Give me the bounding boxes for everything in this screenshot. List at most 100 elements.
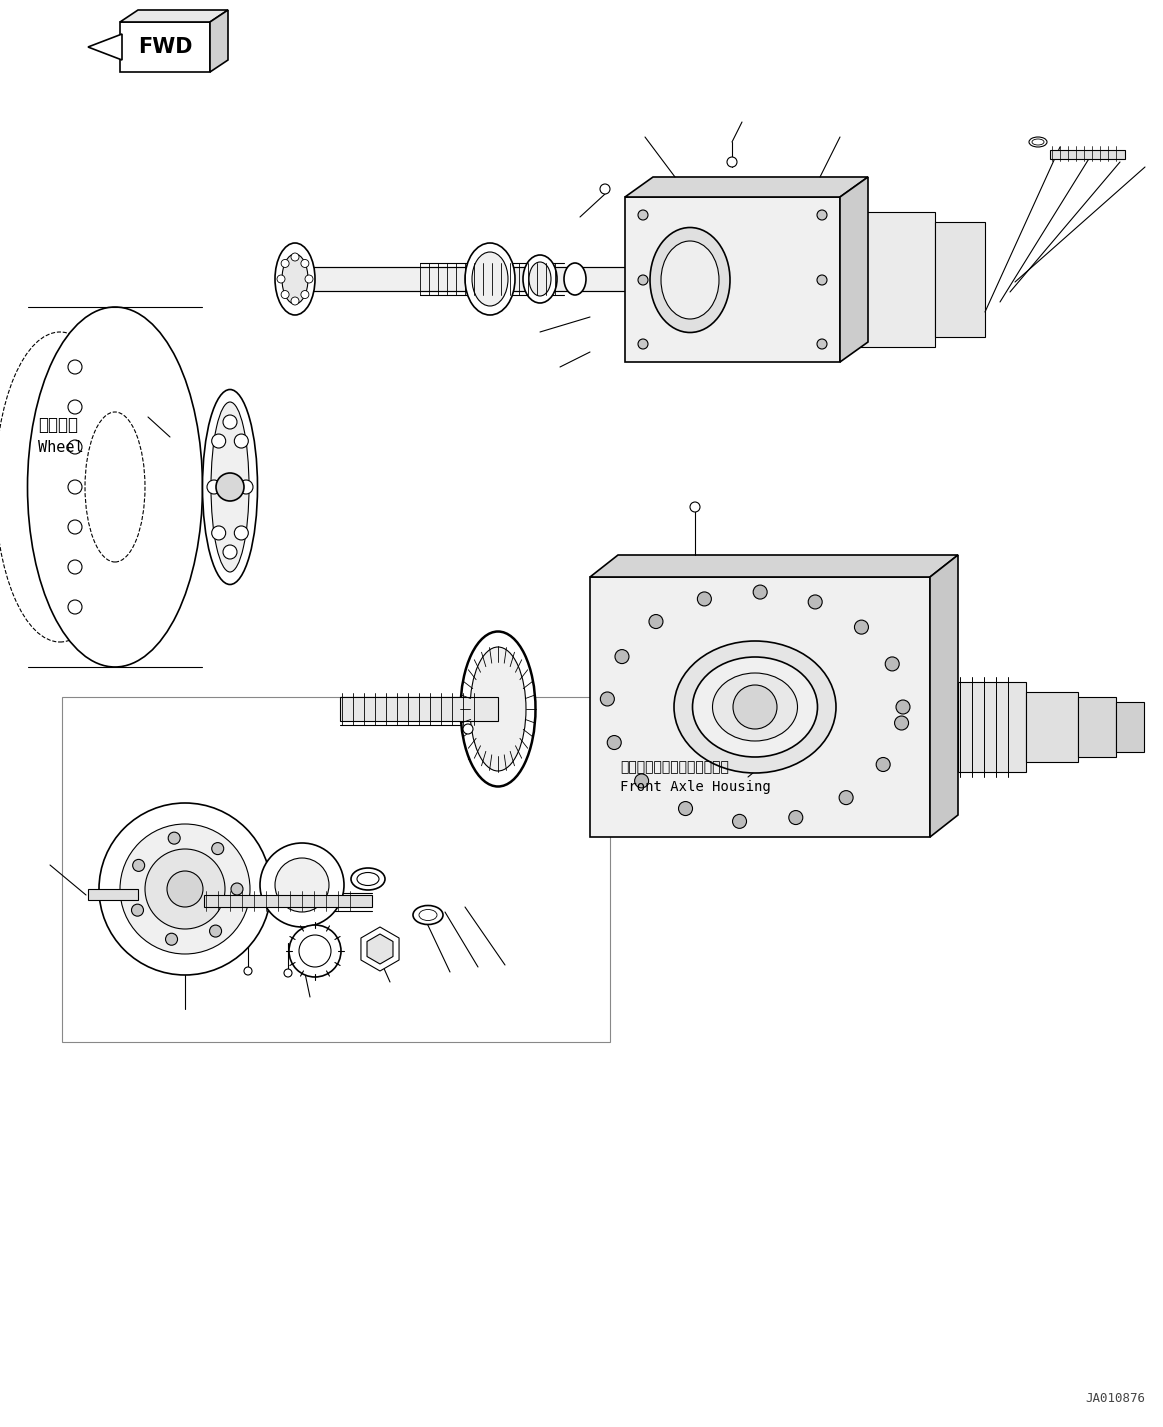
Text: ホイール: ホイール (38, 417, 78, 434)
Bar (1050, 150, 1125, 158)
Circle shape (305, 275, 313, 283)
Circle shape (291, 253, 299, 261)
Ellipse shape (472, 253, 508, 305)
Polygon shape (120, 10, 228, 21)
Bar (340, 696, 498, 721)
Polygon shape (930, 555, 958, 838)
Circle shape (600, 692, 614, 706)
Circle shape (754, 585, 768, 599)
Circle shape (301, 291, 309, 298)
Ellipse shape (564, 263, 586, 295)
Circle shape (212, 527, 226, 539)
Polygon shape (590, 555, 958, 577)
Ellipse shape (692, 656, 818, 756)
Circle shape (600, 184, 611, 194)
Circle shape (131, 905, 143, 916)
Circle shape (885, 656, 899, 671)
Polygon shape (625, 177, 868, 197)
Ellipse shape (675, 641, 836, 773)
Polygon shape (840, 177, 868, 362)
Circle shape (638, 275, 648, 285)
Circle shape (638, 210, 648, 220)
Ellipse shape (202, 390, 257, 585)
Circle shape (212, 434, 226, 448)
Bar (935, 223, 985, 337)
Polygon shape (88, 34, 122, 60)
Circle shape (240, 479, 254, 494)
Polygon shape (625, 197, 840, 362)
Circle shape (615, 649, 629, 664)
Circle shape (281, 291, 290, 298)
Circle shape (145, 849, 224, 929)
Circle shape (301, 260, 309, 267)
Ellipse shape (713, 674, 798, 741)
Circle shape (167, 870, 204, 908)
Circle shape (244, 968, 252, 975)
Circle shape (165, 933, 178, 945)
Bar (1078, 696, 1116, 756)
Ellipse shape (211, 402, 249, 572)
Circle shape (234, 527, 249, 539)
Circle shape (281, 260, 290, 267)
Text: Front Axle Housing: Front Axle Housing (620, 781, 771, 793)
Bar (958, 682, 1026, 772)
Circle shape (234, 434, 249, 448)
Circle shape (261, 843, 344, 928)
Circle shape (649, 615, 663, 628)
Ellipse shape (351, 868, 385, 890)
Ellipse shape (461, 632, 535, 786)
Ellipse shape (661, 241, 719, 320)
Circle shape (169, 832, 180, 845)
Circle shape (816, 275, 827, 285)
Ellipse shape (650, 227, 730, 332)
Bar (62, 696, 611, 1042)
Circle shape (635, 773, 649, 788)
Circle shape (223, 415, 237, 430)
Bar (1116, 702, 1144, 752)
Ellipse shape (529, 263, 551, 295)
Text: FWD: FWD (137, 37, 192, 57)
Circle shape (209, 925, 222, 938)
Circle shape (789, 811, 802, 825)
Circle shape (207, 479, 221, 494)
Circle shape (133, 859, 144, 872)
Ellipse shape (413, 906, 443, 925)
Circle shape (120, 823, 250, 955)
Circle shape (733, 685, 777, 729)
Circle shape (291, 297, 299, 305)
Circle shape (698, 592, 712, 606)
Circle shape (678, 802, 692, 816)
Ellipse shape (274, 243, 315, 315)
Bar (1026, 692, 1078, 762)
Circle shape (690, 502, 700, 512)
Bar (204, 895, 372, 908)
Circle shape (727, 157, 737, 167)
Circle shape (274, 858, 329, 912)
Ellipse shape (470, 646, 526, 771)
Circle shape (840, 791, 854, 805)
Bar (840, 213, 935, 347)
Text: JA010876: JA010876 (1085, 1391, 1146, 1406)
Circle shape (212, 842, 223, 855)
Circle shape (284, 969, 292, 977)
Circle shape (216, 472, 244, 501)
Ellipse shape (523, 255, 557, 303)
Polygon shape (120, 21, 211, 71)
Circle shape (733, 815, 747, 828)
Ellipse shape (1029, 137, 1047, 147)
Text: フロントアクスルハウジング: フロントアクスルハウジング (620, 761, 729, 773)
Circle shape (288, 925, 341, 977)
Bar (88, 889, 138, 900)
Circle shape (876, 758, 890, 772)
Text: Wheel: Wheel (38, 440, 84, 455)
Ellipse shape (28, 307, 202, 666)
Circle shape (223, 545, 237, 559)
Polygon shape (361, 928, 399, 970)
Ellipse shape (465, 243, 515, 315)
Circle shape (816, 210, 827, 220)
Circle shape (894, 716, 908, 731)
Circle shape (896, 701, 909, 714)
Circle shape (808, 595, 822, 609)
Bar (280, 267, 670, 291)
Ellipse shape (281, 254, 308, 304)
